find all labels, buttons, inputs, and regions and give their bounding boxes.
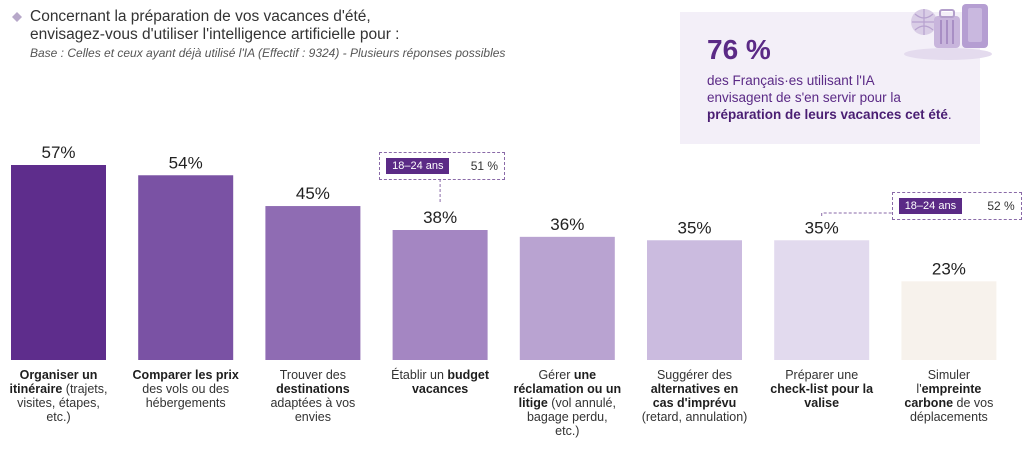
rhombus-icon <box>12 12 22 22</box>
category-label-3: Trouver des destinations adaptées à vos … <box>270 368 356 424</box>
bar-value-label-2: 54% <box>169 153 203 172</box>
category-label-4: Établir un budget vacances <box>391 368 490 396</box>
bar-8 <box>901 281 997 360</box>
callout-text: des Français·es utilisant l'IA envisagen… <box>707 72 972 123</box>
bar-value-label-7: 35% <box>805 218 839 237</box>
bar-3 <box>265 206 361 360</box>
age-group-annotation-1: 18–24 ans 51 % <box>379 152 506 180</box>
vacation-suitcase-illustration <box>904 4 992 60</box>
bar-value-label-1: 57% <box>41 143 75 162</box>
title-line-2: envisagez-vous d'utiliser l'intelligence… <box>30 26 400 43</box>
age-group-tag: 18–24 ans <box>898 198 963 214</box>
bar-4 <box>392 230 488 360</box>
bar-value-label-8: 23% <box>932 259 966 278</box>
callout-value: 76 % <box>707 34 771 65</box>
bar-7 <box>774 240 870 360</box>
age-group-annotation-2: 18–24 ans 52 % <box>891 192 1022 220</box>
category-label-7: Préparer une check-list pour la valise <box>770 368 874 410</box>
bar-value-label-4: 38% <box>423 208 457 227</box>
annotation-connector-2 <box>821 212 892 217</box>
age-group-tag: 18–24 ans <box>386 158 450 174</box>
callout-end: . <box>947 107 952 122</box>
bar-5 <box>519 236 615 360</box>
category-label-2: Comparer les prix des vols ou des héberg… <box>132 368 239 410</box>
title-line-1: Concernant la préparation de vos vacance… <box>30 8 371 25</box>
callout-bold-text: préparation de leurs vacances cet été <box>707 107 948 122</box>
callout-line-1: des Français·es utilisant l'IA <box>707 73 875 88</box>
category-label-1: Organiser un itinéraire (trajets, visite… <box>9 368 108 424</box>
bar-value-label-5: 36% <box>550 215 584 234</box>
bar-6 <box>647 240 742 360</box>
bar-chart: 57% 54% 45% 38% 36% 35% 35% 23% <box>11 143 997 360</box>
category-label-5: Gérer une réclamation ou un litige (vol … <box>513 368 622 438</box>
bar-1 <box>11 165 106 360</box>
age-group-value: 52 % <box>987 199 1015 213</box>
base-note: Base : Celles et ceux ayant déjà utilisé… <box>30 46 506 60</box>
category-label-8: Simuler l'empreinte carbone de vos dépla… <box>904 368 994 424</box>
callout-line-2: envisagent de s'en servir pour la <box>707 90 901 105</box>
chart-title: Concernant la préparation de vos vacance… <box>30 8 400 44</box>
bar-value-label-6: 35% <box>677 218 711 237</box>
bar-2 <box>138 175 234 360</box>
key-figure-callout: 76 % des Français·es utilisant l'IA envi… <box>680 12 980 144</box>
age-group-value: 51 % <box>470 159 499 173</box>
bar-value-label-3: 45% <box>296 184 330 203</box>
category-label-6: Suggérer des alternatives en cas d'impré… <box>641 368 748 424</box>
